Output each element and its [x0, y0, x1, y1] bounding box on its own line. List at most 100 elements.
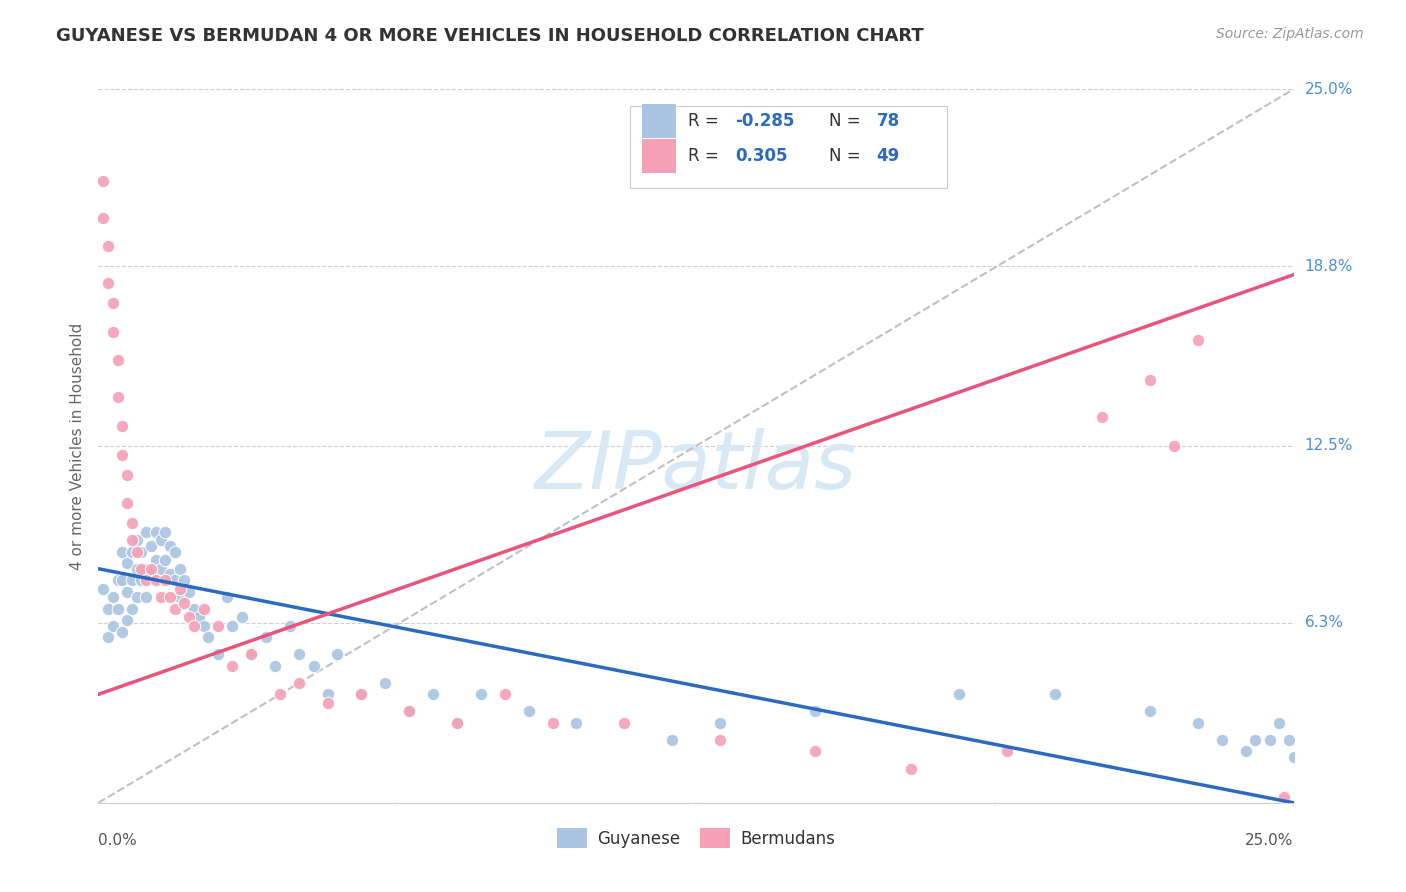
- Point: [661, 733, 683, 747]
- Point: [97, 601, 120, 615]
- Point: [900, 762, 922, 776]
- Point: [125, 591, 148, 605]
- Point: [135, 524, 157, 539]
- Point: [107, 573, 129, 587]
- Point: [254, 630, 277, 644]
- Point: [121, 533, 143, 548]
- Point: [145, 524, 167, 539]
- Text: Source: ZipAtlas.com: Source: ZipAtlas.com: [1216, 27, 1364, 41]
- Point: [350, 687, 373, 701]
- Point: [613, 715, 636, 730]
- Point: [179, 610, 201, 624]
- Point: [173, 573, 195, 587]
- Text: 6.3%: 6.3%: [1305, 615, 1344, 631]
- FancyBboxPatch shape: [630, 105, 948, 187]
- Point: [288, 648, 311, 662]
- Point: [541, 715, 564, 730]
- Point: [173, 596, 195, 610]
- Point: [155, 553, 177, 567]
- Point: [115, 613, 138, 627]
- Point: [139, 567, 162, 582]
- Point: [288, 676, 311, 690]
- Point: [169, 562, 191, 576]
- Text: R =: R =: [688, 112, 724, 130]
- Point: [179, 584, 201, 599]
- Point: [139, 539, 162, 553]
- Point: [155, 573, 177, 587]
- Point: [316, 696, 339, 710]
- Point: [1258, 733, 1281, 747]
- Point: [517, 705, 540, 719]
- Text: N =: N =: [828, 147, 866, 165]
- Text: 25.0%: 25.0%: [1246, 833, 1294, 848]
- Point: [101, 591, 124, 605]
- Point: [804, 744, 827, 758]
- Point: [193, 619, 215, 633]
- Point: [197, 630, 219, 644]
- Point: [125, 533, 148, 548]
- Point: [121, 516, 143, 530]
- Point: [111, 573, 134, 587]
- Point: [264, 658, 287, 673]
- Point: [269, 687, 291, 701]
- Point: [121, 601, 143, 615]
- Point: [145, 573, 167, 587]
- Point: [159, 539, 181, 553]
- Point: [1244, 733, 1267, 747]
- Point: [1282, 750, 1305, 764]
- Point: [221, 619, 243, 633]
- Point: [163, 601, 186, 615]
- Point: [374, 676, 396, 690]
- Point: [135, 591, 157, 605]
- Point: [183, 619, 205, 633]
- Point: [398, 705, 420, 719]
- Text: GUYANESE VS BERMUDAN 4 OR MORE VEHICLES IN HOUSEHOLD CORRELATION CHART: GUYANESE VS BERMUDAN 4 OR MORE VEHICLES …: [56, 27, 924, 45]
- Point: [565, 715, 588, 730]
- FancyBboxPatch shape: [643, 138, 676, 173]
- Point: [193, 601, 215, 615]
- Text: -0.285: -0.285: [735, 112, 794, 130]
- Point: [91, 582, 114, 596]
- Point: [326, 648, 349, 662]
- Point: [159, 591, 181, 605]
- Point: [121, 573, 143, 587]
- Point: [101, 325, 124, 339]
- Point: [115, 584, 138, 599]
- Text: 0.0%: 0.0%: [98, 833, 138, 848]
- Point: [125, 544, 148, 558]
- Point: [1187, 715, 1209, 730]
- Point: [470, 687, 492, 701]
- Point: [709, 715, 731, 730]
- Point: [1163, 439, 1185, 453]
- Text: ZIPatlas: ZIPatlas: [534, 428, 858, 507]
- Point: [446, 715, 468, 730]
- Point: [709, 733, 731, 747]
- Legend: Guyanese, Bermudans: Guyanese, Bermudans: [550, 822, 842, 855]
- Point: [1211, 733, 1233, 747]
- Point: [101, 296, 124, 310]
- Point: [231, 610, 253, 624]
- Point: [125, 562, 148, 576]
- Point: [183, 601, 205, 615]
- Point: [115, 467, 138, 482]
- Point: [1187, 334, 1209, 348]
- Point: [804, 705, 827, 719]
- Point: [91, 211, 114, 225]
- Point: [1268, 715, 1291, 730]
- Point: [97, 277, 120, 291]
- Point: [131, 562, 153, 576]
- Point: [163, 573, 186, 587]
- Point: [316, 687, 339, 701]
- Text: 49: 49: [876, 147, 900, 165]
- Point: [149, 562, 172, 576]
- Point: [131, 544, 153, 558]
- Point: [240, 648, 263, 662]
- Point: [217, 591, 239, 605]
- Point: [398, 705, 420, 719]
- Point: [149, 533, 172, 548]
- Point: [115, 496, 138, 510]
- Text: N =: N =: [828, 112, 866, 130]
- Point: [169, 591, 191, 605]
- Point: [107, 601, 129, 615]
- Point: [111, 624, 134, 639]
